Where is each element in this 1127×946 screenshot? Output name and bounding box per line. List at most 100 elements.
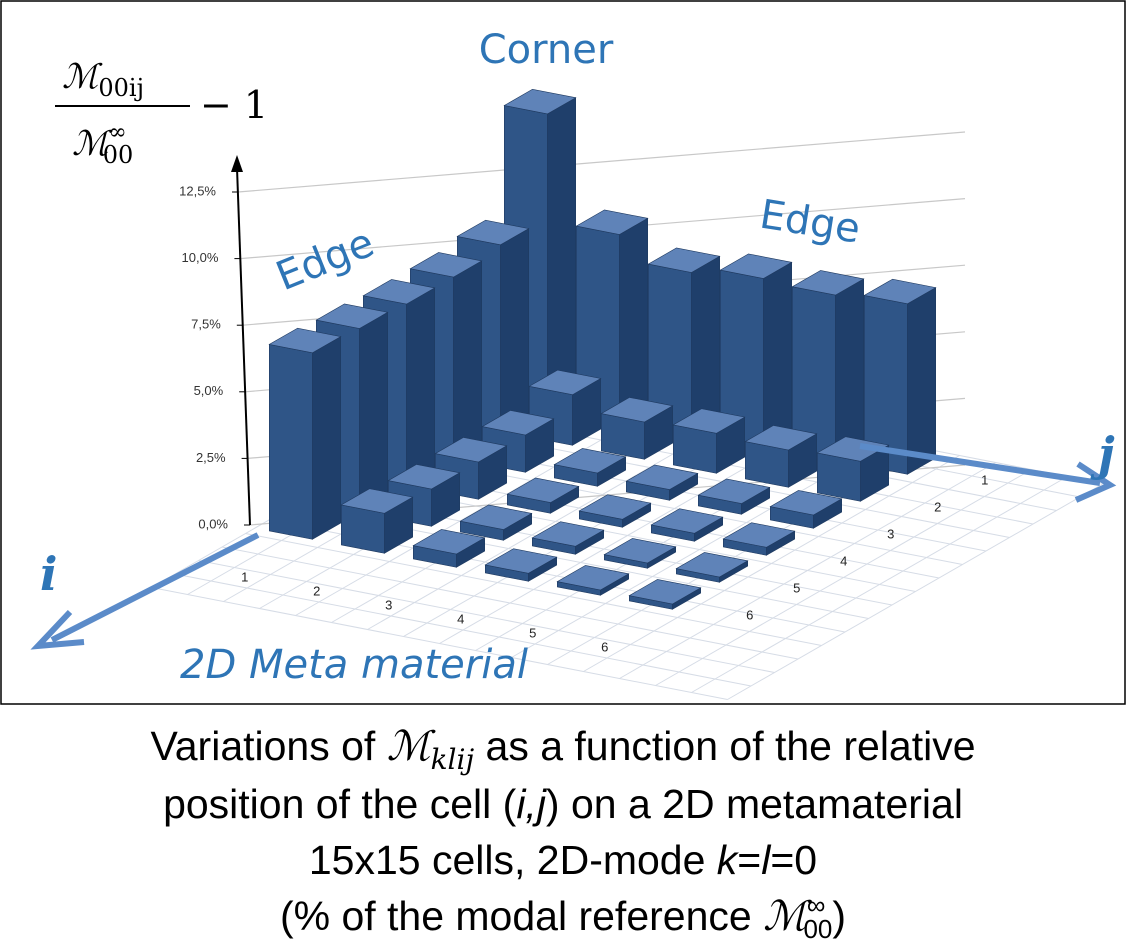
bar-top [481,410,555,436]
bar-top [434,437,508,463]
floor-line [198,560,775,673]
bar-top [387,464,461,490]
y-tick-label: 5,0% [194,383,224,398]
bar [340,488,414,554]
bar-top [484,548,558,574]
floor-line [655,469,1032,686]
bar-side [312,336,342,540]
i-label: 3 [385,597,392,612]
bar-top [791,270,865,296]
bar [675,552,749,583]
bar-side [359,311,389,513]
j-label: 5 [793,581,800,596]
bar [603,538,677,569]
bar [553,448,627,487]
bar [484,548,558,582]
text: position of the cell ( [163,781,517,827]
bar-top [650,508,724,534]
floor-line [174,573,752,687]
floor-line [691,476,1068,693]
text: l [761,837,772,883]
bar [531,521,605,555]
y-tick-label: 2,5% [196,450,226,465]
bar [600,397,674,460]
bar-top [769,490,843,516]
bar [650,508,724,542]
bar [528,369,602,446]
bar-top [600,397,674,423]
bar [625,464,699,501]
bar [647,247,721,433]
bar-top [625,464,699,490]
bar-side [547,97,577,405]
i-label: 2 [313,583,320,598]
symbol: ℳ [72,124,113,164]
suffix: − 1 [200,83,268,127]
bar-top [553,448,627,474]
subscript: 00ij [98,74,144,102]
bar [791,270,865,461]
floor-line [727,483,1104,700]
bar [744,425,818,488]
bar-top [575,209,649,235]
bar [575,209,649,419]
bar-side [691,255,721,433]
bar-top [744,425,818,451]
text: Variations of [150,723,386,769]
bar-top [672,408,746,434]
bar-top [456,219,530,246]
bars [268,88,937,610]
j-label: 1 [981,473,988,488]
text: = [737,837,761,883]
text: (% of the modal reference [280,893,763,939]
floor-line [583,455,960,672]
bar-top [531,521,605,547]
y-tick-label: 10,0% [182,250,219,265]
bar [268,327,342,540]
bar-side [500,228,530,432]
bar-side [835,278,865,461]
bar-side [453,260,483,459]
subscript: klij [431,743,475,776]
symbol: ℳ [387,722,436,770]
caption: Variations of ℳklij as a function of the… [150,722,975,944]
i-axis-arrow [50,532,260,643]
bar [816,436,890,502]
bar-top [647,247,721,273]
subscript: 00 [103,141,134,169]
y-axis [236,167,251,526]
j-label: 6 [746,608,753,623]
j-label: 4 [840,554,847,569]
bar-top [556,565,630,591]
bar-top [268,327,342,354]
y-tick-label: 7,5% [191,317,221,332]
symbol: ℳ [62,57,103,97]
bar-top [863,278,937,305]
floor-line [151,587,728,700]
bar-top [409,252,483,278]
bar-top [603,538,677,564]
text: =0 [770,837,817,883]
bar [863,278,937,475]
caption-line: position of the cell (i,j) on a 2D metam… [163,781,963,827]
j-axis-arrowhead [1074,461,1117,503]
bar [412,529,486,568]
i-axis-label: i [40,547,57,601]
floor-line [221,546,799,660]
bar [578,494,652,528]
bar [506,477,580,514]
y-axis-title: ℳ00ij ℳ∞ 00 − 1 [55,57,268,169]
bar-face [268,344,313,540]
bar-top [362,279,436,305]
text: ) on a 2D metamaterial [546,781,963,827]
j-axis-arrow [859,443,1101,486]
bar-top [719,253,793,279]
j-label: 3 [887,527,894,542]
bar-top [503,88,577,115]
caption-line: Variations of ℳklij as a function of the… [150,722,975,776]
floor-line [245,533,822,646]
floor-line [619,462,996,679]
numerator: ℳ00ij [62,57,144,102]
bar-top [816,436,890,462]
